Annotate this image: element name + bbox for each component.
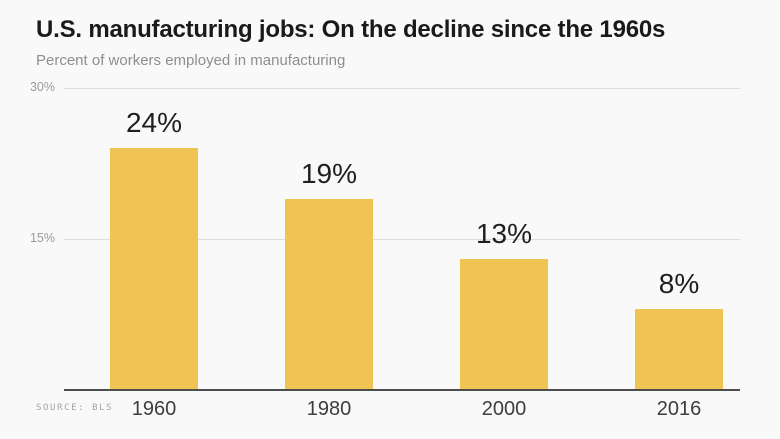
- x-axis-label: 2016: [656, 398, 702, 420]
- gridline: [64, 239, 740, 240]
- y-tick-label: 30%: [29, 80, 55, 94]
- chart-title: U.S. manufacturing jobs: On the decline …: [36, 16, 666, 43]
- x-axis-label: 1960: [131, 398, 177, 420]
- x-axis-label: 1980: [306, 398, 352, 420]
- bar: [460, 259, 548, 390]
- x-axis-label: 2000: [481, 398, 527, 420]
- y-tick-label: 15%: [29, 231, 55, 245]
- x-axis-line: [64, 389, 740, 391]
- bar-value-label: 13%: [475, 218, 533, 250]
- bar: [285, 198, 373, 390]
- bar-value-label: 24%: [125, 107, 183, 139]
- gridline: [64, 88, 740, 89]
- chart-subtitle: Percent of workers employed in manufactu…: [36, 52, 346, 69]
- bar: [110, 148, 198, 390]
- bar-value-label: 19%: [300, 157, 358, 189]
- source-note: SOURCE: BLS: [36, 403, 114, 413]
- bar-value-label: 8%: [658, 268, 700, 300]
- bar: [635, 309, 723, 390]
